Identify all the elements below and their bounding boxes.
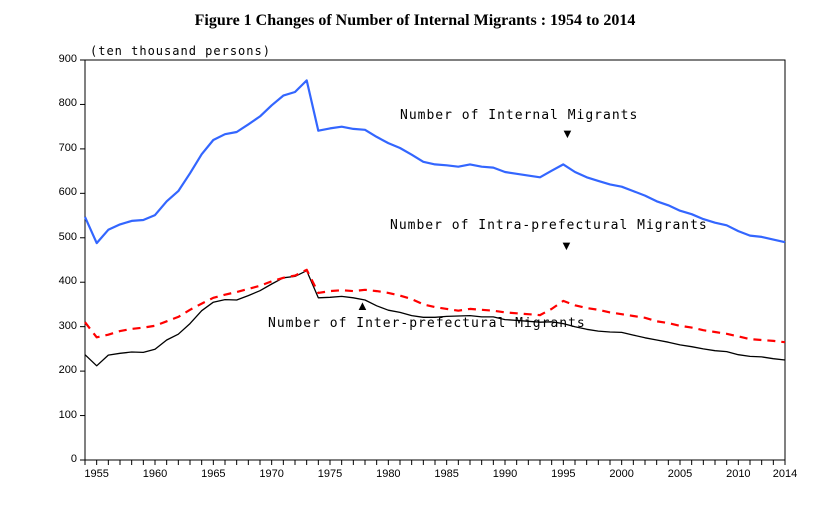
x-tick-label: 2005 (662, 468, 698, 480)
x-tick-label: 1975 (312, 468, 348, 480)
series-label-intra: Number of Intra-prefectural Migrants (390, 218, 708, 233)
y-tick-label: 300 (37, 320, 77, 332)
x-tick-label: 2010 (720, 468, 756, 480)
y-tick-label: 100 (37, 409, 77, 421)
y-tick-label: 900 (37, 53, 77, 65)
y-tick-label: 200 (37, 364, 77, 376)
x-tick-label: 1965 (195, 468, 231, 480)
y-tick-label: 0 (37, 453, 77, 465)
chart-svg (0, 0, 830, 509)
x-tick-label: 1985 (429, 468, 465, 480)
x-tick-label: 1960 (137, 468, 173, 480)
y-tick-label: 400 (37, 275, 77, 287)
marker-intra: ▼ (560, 238, 573, 254)
x-tick-label: 2014 (767, 468, 803, 480)
series-label-internal: Number of Internal Migrants (400, 108, 638, 123)
y-tick-label: 700 (37, 142, 77, 154)
y-tick-label: 800 (37, 97, 77, 109)
marker-inter: ▲ (356, 298, 369, 314)
y-tick-label: 600 (37, 186, 77, 198)
x-tick-label: 1970 (254, 468, 290, 480)
x-tick-label: 1995 (545, 468, 581, 480)
series-label-inter: Number of Inter-prefectural Migrants (268, 316, 586, 331)
x-tick-label: 2000 (604, 468, 640, 480)
y-tick-label: 500 (37, 231, 77, 243)
marker-internal: ▼ (561, 126, 574, 142)
x-tick-label: 1990 (487, 468, 523, 480)
x-tick-label: 1955 (79, 468, 115, 480)
x-tick-label: 1980 (370, 468, 406, 480)
